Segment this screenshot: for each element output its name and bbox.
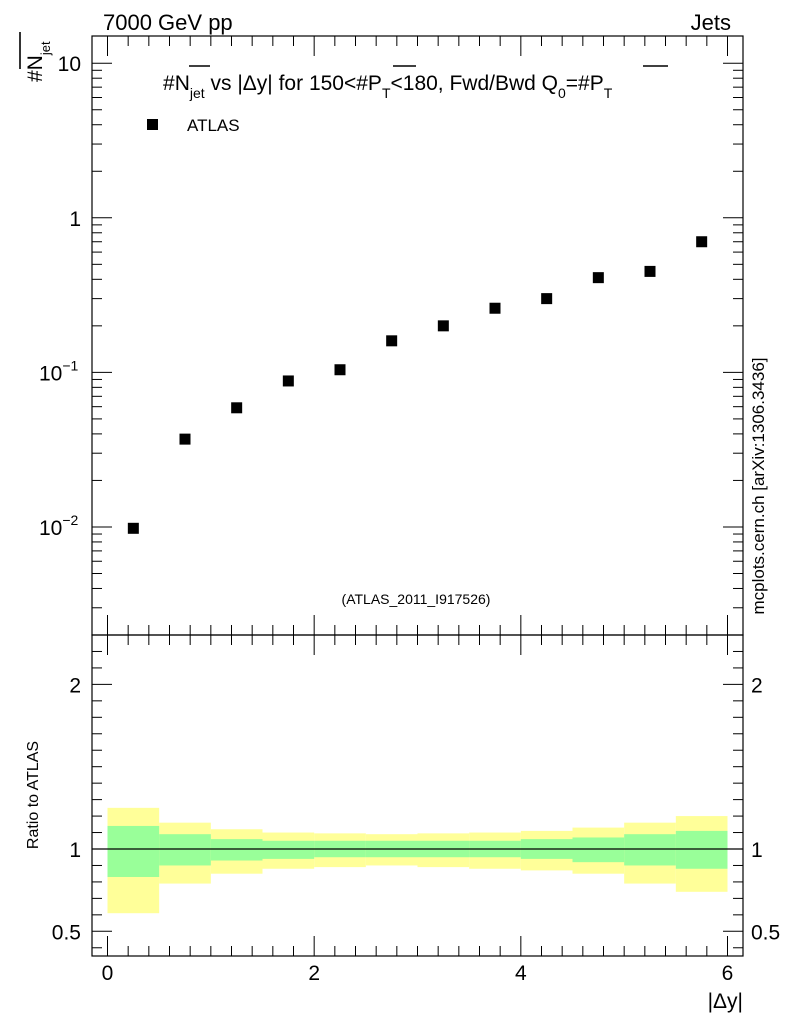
data-point — [282, 375, 294, 387]
inner-band-bin — [210, 839, 263, 861]
title-part: P — [590, 72, 604, 95]
main-y-axis-labels: 10 1 10−1 10−2 — [39, 53, 81, 540]
y-tick-label: 10 — [58, 53, 81, 76]
data-point — [334, 364, 346, 376]
energy-label: 7000 GeV pp — [103, 10, 233, 35]
data-point — [592, 272, 604, 284]
y-tick-label: 1 — [69, 208, 81, 231]
plot-title: #Njet vs |Δy| for 150<#PT<180, Fwd/Bwd Q… — [163, 72, 613, 101]
ratio-y-axis-label: Ratio to ATLAS — [25, 741, 42, 849]
title-part: N — [175, 72, 190, 95]
data-point — [541, 293, 553, 305]
ratio-axis-labels: 0.5 0.5 1 1 2 2 0 2 4 6 — [52, 674, 780, 985]
inner-band-bin — [572, 837, 625, 863]
y-tick-label: 10−1 — [39, 357, 79, 385]
inner-band-bin — [675, 830, 728, 869]
inner-band-bin — [107, 825, 160, 877]
ratio-y-tick-label-right: 1 — [751, 839, 763, 862]
data-point — [489, 302, 501, 314]
data-markers — [127, 236, 708, 534]
ratio-plot-frame — [91, 634, 744, 957]
ratio-y-tick-label-right: 0.5 — [751, 921, 780, 944]
x-tick-label: 2 — [308, 962, 320, 985]
title-part: T — [382, 85, 391, 101]
ratio-y-tick-label: 0.5 — [52, 921, 81, 944]
ratio-bands — [107, 807, 728, 914]
analysis-label: (ATLAS_2011_I917526) — [342, 591, 491, 607]
title-part: T — [604, 85, 613, 101]
title-part: P — [368, 72, 382, 95]
x-tick-label: 4 — [515, 962, 527, 985]
inner-band-bin — [624, 834, 676, 866]
category-label: Jets — [691, 10, 731, 35]
y-label-text: #Njet — [24, 41, 53, 82]
title-part: # — [163, 72, 175, 95]
ratio-y-tick-label: 2 — [69, 674, 81, 697]
inner-band-bin — [159, 834, 211, 866]
data-point — [437, 320, 449, 332]
x-axis-label: |Δy| — [708, 990, 743, 1013]
data-point — [127, 522, 139, 534]
inner-band-bin — [262, 840, 315, 859]
data-point — [386, 335, 398, 347]
legend-marker — [147, 119, 158, 130]
data-point — [179, 433, 191, 445]
data-point — [696, 236, 708, 248]
ratio-plot-panel: 0.5 0.5 1 1 2 2 0 2 4 6 Ratio to ATLAS |Δy| — [25, 634, 780, 1013]
y-label-part: N — [24, 55, 47, 70]
data-point — [231, 402, 243, 414]
title-part: jet — [189, 85, 205, 101]
y-tick-label: 10−2 — [39, 512, 79, 540]
x-tick-label: 6 — [722, 962, 734, 985]
title-part: =# — [566, 72, 590, 95]
data-point — [644, 265, 656, 277]
y-label-part: # — [24, 70, 47, 82]
side-label: mcplots.cern.ch [arXiv:1306.3436] — [749, 357, 768, 614]
main-y-axis-label: #Njet — [19, 32, 53, 82]
ratio-y-tick-label: 1 — [69, 839, 81, 862]
ratio-axis-ticks — [92, 635, 743, 956]
x-tick-label: 0 — [102, 962, 114, 985]
ratio-y-tick-label-right: 2 — [751, 674, 763, 697]
title-part: 0 — [558, 85, 566, 101]
title-part: <180, Fwd/Bwd Q — [391, 72, 559, 95]
legend-label: ATLAS — [187, 116, 240, 135]
title-part: vs |Δy| for 150<# — [205, 72, 369, 95]
y-label-part: jet — [38, 41, 53, 56]
main-y-axis-ticks — [92, 36, 743, 636]
